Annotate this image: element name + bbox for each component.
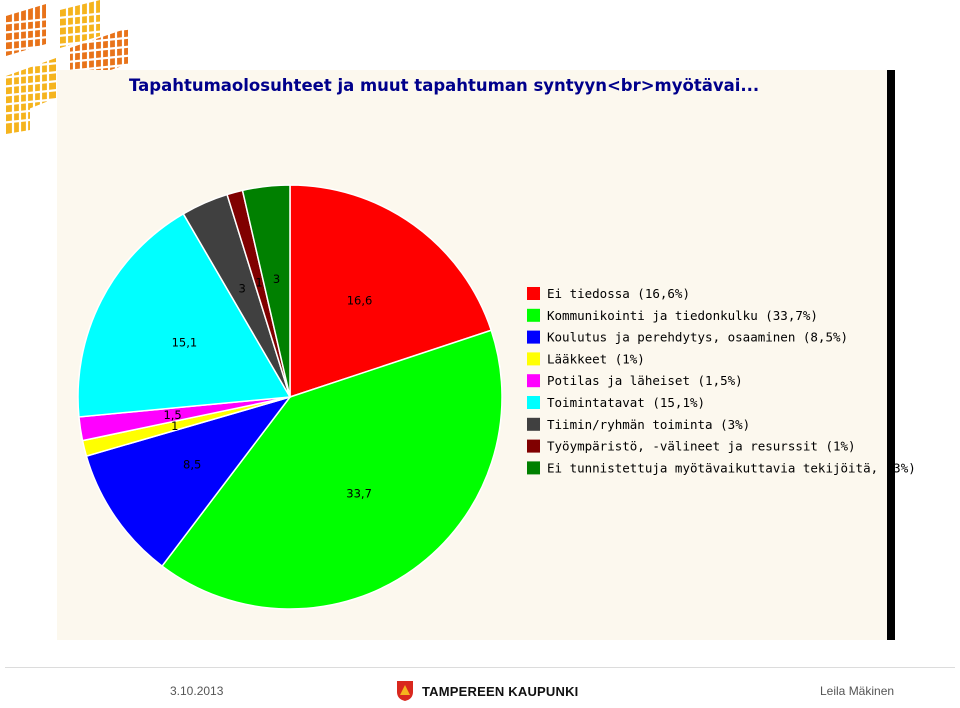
pie-slice-label: 3 [239, 281, 246, 295]
legend-label: Tiimin/ryhmän toiminta (3%) [547, 417, 750, 432]
legend-swatch [527, 308, 540, 322]
pie-slice [160, 329, 503, 610]
footer-divider [5, 667, 955, 668]
pie-slices [77, 184, 503, 610]
footer-author: Leila Mäkinen [820, 684, 895, 698]
pie-slice [85, 395, 292, 568]
pie-slice [289, 184, 493, 399]
pie-slice-label: 3 [273, 272, 280, 286]
logo-pattern [0, 0, 135, 135]
pie-slice [241, 184, 291, 398]
pie-slice-label: 8,5 [183, 457, 201, 471]
legend-swatch [527, 352, 540, 366]
legend-label: Lääkkeet (1%) [547, 351, 645, 366]
chart-title: Tapahtumaolosuhteet ja muut tapahtuman s… [129, 76, 760, 95]
legend-swatch [527, 330, 540, 344]
legend-label: Toimintatavat (15,1%) [547, 395, 705, 410]
legend-label: Kommunikointi ja tiedonkulku (33,7%) [547, 308, 818, 323]
legend-swatch [527, 461, 540, 475]
legend-swatch [527, 417, 540, 431]
pie-slice-label: 1,5 [163, 408, 181, 422]
legend-swatch [527, 396, 540, 409]
chart-panel-edge [887, 70, 895, 640]
pie-slice-label: 1 [171, 419, 178, 433]
legend-swatch [527, 287, 540, 300]
pie-slice-label: 1 [255, 275, 262, 289]
pie-slice-label: 33,7 [346, 487, 372, 501]
pie-slice-labels: 16,633,78,511,515,13 1 3 [163, 272, 372, 501]
legend-label: Potilas ja läheiset (1,5%) [547, 373, 743, 388]
legend-label: Koulutus ja perehdytys, osaaminen (8,5%) [547, 330, 848, 345]
legend-swatch [527, 439, 540, 453]
pie-slice-label: 15,1 [172, 336, 198, 350]
pie-slice-label: 16,6 [347, 294, 373, 308]
legend-label: Ei tunnistettuja myötävaikuttavia tekijö… [547, 460, 916, 475]
pie-slice [77, 212, 292, 418]
chart-legend: Ei tiedossa (16,6%) Kommunikointi ja tied… [527, 286, 916, 475]
legend-label: Työympäristö, -välineet ja resurssit (1%… [547, 439, 856, 454]
legend-label: Ei tiedossa (16,6%) [547, 286, 690, 301]
footer-brand-name: TAMPEREEN KAUPUNKI [422, 683, 579, 699]
city-crest-icon [397, 681, 413, 701]
legend-swatch [527, 374, 540, 388]
footer-date: 3.10.2013 [170, 684, 224, 698]
footer-brand: TAMPEREEN KAUPUNKI [396, 680, 578, 702]
